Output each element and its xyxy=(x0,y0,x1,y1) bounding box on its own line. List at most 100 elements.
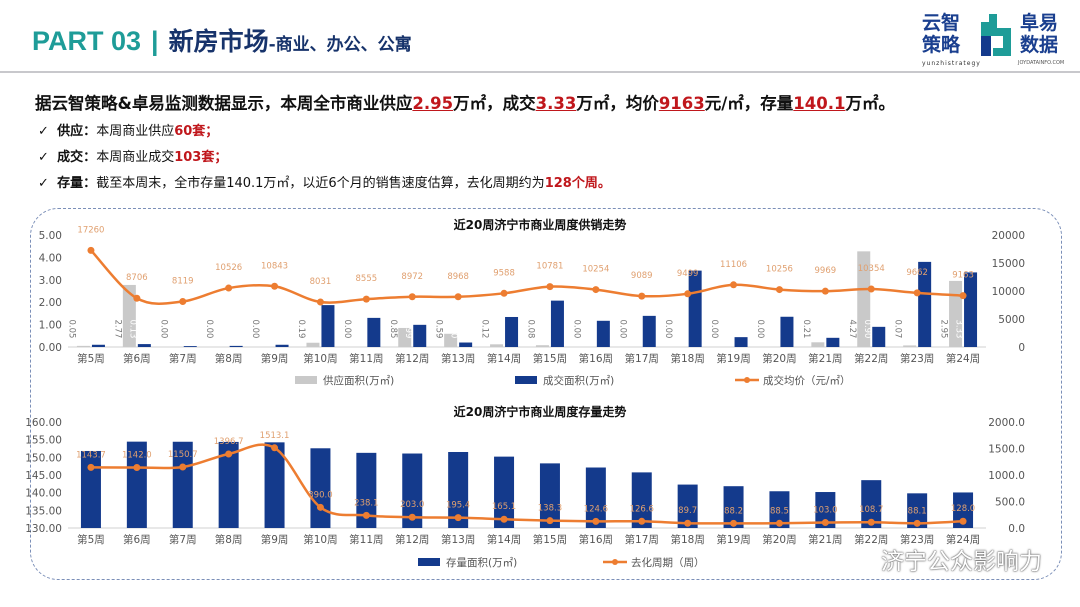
x-tick-label: 第20周 xyxy=(762,533,796,546)
bar-secondary xyxy=(550,300,564,347)
check-icon: ✓ xyxy=(38,124,49,139)
line-data-label: 8968 xyxy=(447,272,469,282)
page-header: PART 03 | 新房市场 -商业、办公、公寓 xyxy=(32,22,412,58)
x-tick-label: 第21周 xyxy=(808,533,842,546)
line-point xyxy=(821,287,829,295)
legend-label: 成交面积(万㎡) xyxy=(543,374,614,387)
line-data-label: 1513.1 xyxy=(260,431,290,441)
brand-logo: 云智策略 阜易数据 yunzhistrategy JOYDATAINFO.COM xyxy=(920,8,1070,68)
bullet-value: 60套； xyxy=(174,124,219,139)
line-data-label: 10781 xyxy=(536,262,563,272)
bar-primary xyxy=(494,456,515,528)
chart-title: 近20周济宁市商业周度供销走势 xyxy=(454,217,627,232)
line-point xyxy=(638,292,646,300)
x-tick-label: 第23周 xyxy=(900,533,934,546)
line-data-label: 128.0 xyxy=(951,504,975,514)
line-data-label: 10254 xyxy=(582,265,609,275)
bar-primary xyxy=(907,493,928,528)
line-series xyxy=(90,443,964,525)
x-tick-label: 第6周 xyxy=(123,533,151,546)
bar-data-label: 154.36 xyxy=(196,479,206,509)
bar-data-label: 0.99 xyxy=(403,320,413,339)
x-tick-label: 第11周 xyxy=(349,533,383,546)
line-point xyxy=(592,517,600,525)
line-data-label: 10526 xyxy=(215,263,242,273)
line-point xyxy=(821,519,829,527)
line-data-label: 88.1 xyxy=(908,506,927,516)
bar-primary xyxy=(631,472,652,528)
logo-left-en: yunzhistrategy xyxy=(922,60,981,67)
line-data-label: 89.7 xyxy=(678,506,697,516)
bullet-stock: ✓ 存量：截至本周末，全市存量140.1万㎡，以近6个月的销售速度估算，去化周期… xyxy=(38,172,611,191)
x-tick-label: 第23周 xyxy=(900,352,934,365)
bar-data-label: 0.00 xyxy=(571,320,581,339)
y-left-tick: 155.00 xyxy=(25,435,62,447)
x-tick-label: 第22周 xyxy=(854,533,888,546)
line-data-label: 103.0 xyxy=(813,506,837,516)
x-tick-label: 第6周 xyxy=(123,352,151,365)
part-number: PART 03 xyxy=(32,26,142,56)
x-tick-label: 第12周 xyxy=(395,533,429,546)
line-data-label: 238.1 xyxy=(354,498,378,508)
bar-primary xyxy=(535,345,549,347)
check-icon: ✓ xyxy=(38,176,49,191)
bar-primary xyxy=(80,450,101,528)
line-point xyxy=(959,292,967,300)
bar-data-label: 154.24 xyxy=(242,479,252,509)
bar-primary xyxy=(723,486,744,528)
line-point xyxy=(225,450,233,458)
y-left-tick: 140.00 xyxy=(25,488,62,500)
bar-data-label: 3.33 xyxy=(954,320,964,339)
bar-primary xyxy=(76,345,90,347)
line-data-label: 88.2 xyxy=(724,506,743,516)
bar-data-label: 154.44 xyxy=(104,479,114,509)
bar-data-label: 0.12 xyxy=(480,320,490,339)
line-data-label: 165.1 xyxy=(492,502,516,512)
legend-label: 供应面积(万㎡) xyxy=(323,374,394,387)
bar-secondary xyxy=(229,345,243,347)
bar-data-label: 139.81 xyxy=(884,479,894,509)
line-data-label: 203.0 xyxy=(400,500,424,510)
bullet-deal: ✓ 成交：本周商业成交103套； xyxy=(38,146,227,165)
bar-data-label: 151.08 xyxy=(379,479,389,509)
bar-data-label: 154.41 xyxy=(150,479,160,509)
bar-data-label: 140.40 xyxy=(746,479,756,509)
bar-data-label: 4.27 xyxy=(847,320,857,339)
legend-swatch xyxy=(744,377,750,383)
bar-data-label: 145.74 xyxy=(609,479,619,509)
y-left-tick: 5.00 xyxy=(39,230,62,242)
legend-label: 成交均价（元/㎡） xyxy=(763,374,851,387)
bar-data-label: 150.20 xyxy=(471,479,481,509)
line-point xyxy=(913,519,921,527)
line-point xyxy=(133,294,141,302)
price-value: 9163 xyxy=(658,94,705,113)
lead-text: 元/㎡，存量 xyxy=(704,94,794,113)
logo-right-text: 阜易数据 xyxy=(1020,12,1059,56)
bullet-text: 本周商业供应 xyxy=(96,124,175,139)
bar-secondary xyxy=(459,342,473,347)
x-tick-label: 第24周 xyxy=(946,533,980,546)
x-tick-label: 第13周 xyxy=(441,352,475,365)
charts-panel xyxy=(30,208,1062,580)
legend-label: 存量面积(万㎡) xyxy=(446,556,517,569)
bullet-text: 本周商业成交 xyxy=(96,150,175,165)
bullet-label: 供应： xyxy=(57,124,97,139)
bar-data-label: 140.18 xyxy=(792,479,802,509)
bar-data-label: 151.80 xyxy=(58,479,68,509)
x-tick-label: 第9周 xyxy=(261,352,289,365)
supply-value: 2.95 xyxy=(412,94,454,113)
bar-primary xyxy=(815,492,836,528)
y-left-tick: 2.00 xyxy=(39,297,62,309)
x-tick-label: 第10周 xyxy=(303,352,337,365)
title-separator: | xyxy=(151,26,159,56)
line-point xyxy=(867,518,875,526)
bar-data-label: 2.95 xyxy=(939,320,949,339)
y-left-tick: 145.00 xyxy=(25,470,62,482)
bar-data-label: 0.05 xyxy=(66,320,76,339)
y-right-tick: 500.0 xyxy=(995,497,1025,509)
bar-data-label: 1.35 xyxy=(770,320,780,339)
bar-data-label: 2.07 xyxy=(540,320,550,339)
line-point xyxy=(546,517,554,525)
bar-data-label: 0.90 xyxy=(862,320,872,339)
x-tick-label: 第21周 xyxy=(808,352,842,365)
